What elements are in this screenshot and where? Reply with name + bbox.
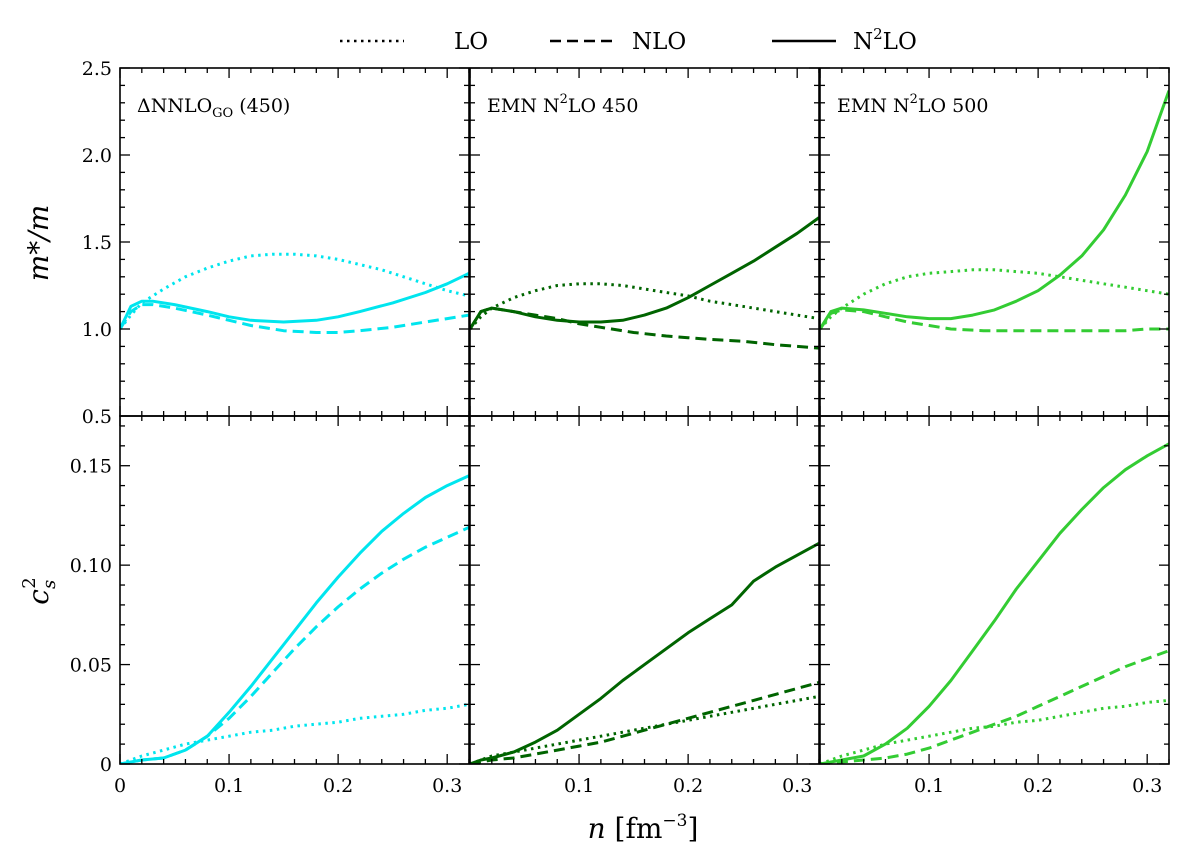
series-line-lo-speed_of_sound-panel-1 xyxy=(120,702,469,764)
ticks xyxy=(819,416,1170,765)
series-line-nlo-speed_of_sound-panel-3 xyxy=(820,649,1169,764)
series-line-n2lo-speed_of_sound-panel-2 xyxy=(470,541,819,764)
axes-frame xyxy=(819,67,1170,417)
y-tick-label: 0.5 xyxy=(82,406,112,428)
y-axis-title-speed-of-sound: cs2 xyxy=(19,577,60,604)
x-tick-label: 0.2 xyxy=(673,775,703,797)
x-tick-label: 0.1 xyxy=(214,775,244,797)
y-tick-label: 0 xyxy=(100,754,112,776)
series-line-nlo-effective_mass-panel-3 xyxy=(820,308,1169,333)
y-axis-title-effective-mass: m*/m xyxy=(22,205,55,282)
axes-frame xyxy=(469,415,820,765)
x-tick-label: 0.1 xyxy=(914,775,944,797)
x-tick-label: 0.1 xyxy=(564,775,594,797)
x-axis-title: n [fm−3] xyxy=(588,811,699,845)
y-tick-label: 0.05 xyxy=(70,655,112,677)
y-tick-label: 2.0 xyxy=(82,145,112,167)
series-line-n2lo-effective_mass-panel-3 xyxy=(820,90,1169,330)
ticks xyxy=(119,416,470,765)
legend-label-lo: LO xyxy=(454,29,488,55)
ticks xyxy=(469,416,820,765)
y-tick-label: 0.15 xyxy=(70,456,112,478)
x-tick-label: 0.2 xyxy=(323,775,353,797)
series-line-n2lo-effective_mass-panel-2 xyxy=(470,216,819,330)
y-tick-label: 2.5 xyxy=(82,58,112,80)
axes-frame xyxy=(119,67,470,417)
panel-3-speed_of_sound: 0.1 0.2 0.3 xyxy=(819,415,1170,797)
y-tick-label: 1.5 xyxy=(82,232,112,254)
series-line-lo-effective_mass-panel-1 xyxy=(120,252,469,330)
panel-1-effective_mass: 0.5 1.0 1.5 2.0 2.5 ΔNNLOGO (450) xyxy=(82,58,470,428)
series-line-nlo-effective_mass-panel-1 xyxy=(120,303,469,334)
x-tick-label: 0.3 xyxy=(782,775,812,797)
y-tick-label: 0.10 xyxy=(70,555,112,577)
series-line-nlo-speed_of_sound-panel-1 xyxy=(120,526,469,764)
series-line-lo-effective_mass-panel-2 xyxy=(470,282,819,330)
legend: LO NLO N2LO xyxy=(340,25,917,55)
ticks xyxy=(819,67,1170,417)
ticks xyxy=(469,67,820,417)
x-tick-label: 0.3 xyxy=(1132,775,1162,797)
series-line-lo-effective_mass-panel-3 xyxy=(820,268,1169,330)
x-tick-label: 0.2 xyxy=(1023,775,1053,797)
ticks xyxy=(119,67,470,417)
series-line-n2lo-effective_mass-panel-1 xyxy=(120,271,469,330)
series-line-nlo-speed_of_sound-panel-2 xyxy=(470,681,819,764)
x-tick-label: 0.3 xyxy=(432,775,462,797)
panel-label-3: EMN N2LO 500 xyxy=(837,92,988,117)
x-tick-label: 0 xyxy=(114,775,126,797)
panel-2-speed_of_sound: 0.1 0.2 0.3 xyxy=(469,415,820,797)
axes-frame xyxy=(819,415,1170,765)
axes-frame xyxy=(469,67,820,417)
series-line-n2lo-speed_of_sound-panel-1 xyxy=(120,474,469,764)
panel-label-1: ΔNNLOGO (450) xyxy=(137,95,290,121)
panel-1-speed_of_sound: 0 0.05 0.10 0.15 0 0.1 0.2 0.3 xyxy=(70,415,470,797)
series-line-n2lo-speed_of_sound-panel-3 xyxy=(820,442,1169,764)
legend-label-nlo: NLO xyxy=(632,29,686,55)
legend-label-n2lo: N2LO xyxy=(853,25,917,55)
panel-2-effective_mass: EMN N2LO 450 xyxy=(469,67,820,417)
y-tick-label: 1.0 xyxy=(82,319,112,341)
series-line-lo-speed_of_sound-panel-3 xyxy=(820,698,1169,764)
panel-3-effective_mass: EMN N2LO 500 xyxy=(819,67,1170,417)
panel-label-2: EMN N2LO 450 xyxy=(487,92,638,117)
